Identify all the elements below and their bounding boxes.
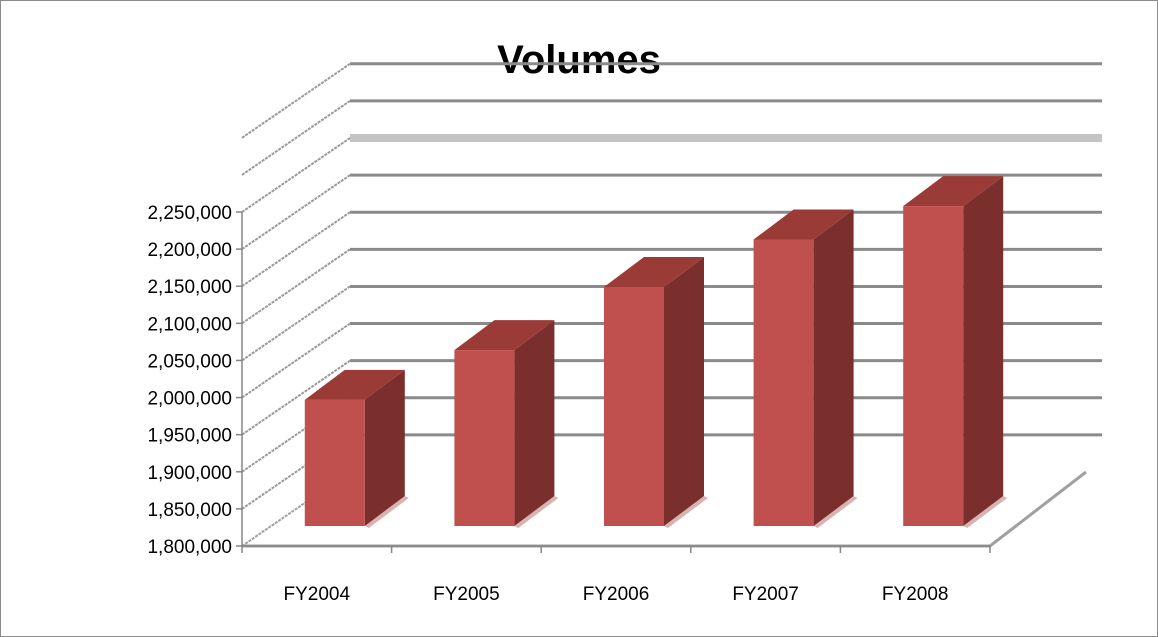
- x-tick-label: FY2007: [732, 584, 799, 605]
- bar: [903, 176, 1008, 528]
- y-tick-label: 2,100,000: [147, 314, 232, 335]
- bar-front: [604, 287, 664, 526]
- bar-shadow: [514, 496, 559, 528]
- y-tick-label: 1,850,000: [147, 500, 232, 521]
- bar-top: [604, 257, 704, 288]
- bar-side: [963, 176, 1004, 526]
- bar-shadow: [963, 496, 1008, 528]
- side-gridline: [241, 211, 351, 288]
- bar-shadow: [664, 496, 708, 528]
- bar-top: [903, 176, 1004, 207]
- side-gridline: [241, 62, 351, 139]
- bar-top: [454, 320, 555, 351]
- bar-shadow: [364, 496, 409, 528]
- y-tick-label: 2,000,000: [147, 389, 232, 410]
- bar-front: [753, 239, 814, 526]
- bar: [304, 369, 409, 528]
- bar-front: [903, 206, 964, 526]
- bar-top: [304, 369, 405, 400]
- side-gridline: [241, 285, 351, 362]
- bar-front: [454, 350, 515, 526]
- side-gridline: [241, 100, 351, 176]
- x-axis: FY2004 FY2005 FY2006 FY2007 FY2008: [241, 545, 991, 605]
- y-tick-label: 1,800,000: [147, 537, 232, 558]
- x-tick-label: FY2005: [433, 584, 500, 605]
- chart-title: Volumes: [497, 38, 661, 82]
- bar-side: [364, 369, 405, 526]
- bar-side: [664, 257, 704, 526]
- x-tick-label: FY2006: [583, 584, 650, 605]
- side-gridline: [241, 359, 351, 436]
- bar-top: [753, 209, 854, 240]
- y-tick-label: 1,900,000: [147, 463, 232, 484]
- bar: [604, 257, 708, 528]
- side-gridline: [241, 174, 351, 250]
- x-tick-label: FY2004: [284, 584, 351, 605]
- side-gridline: [241, 322, 351, 399]
- y-tick-label: 2,050,000: [147, 351, 232, 372]
- y-tick-label: 1,950,000: [147, 426, 232, 447]
- y-tick-label: 2,250,000: [147, 203, 232, 224]
- bar: [454, 320, 559, 528]
- side-gridline: [241, 137, 351, 213]
- bar-front: [304, 399, 365, 526]
- x-tick-label: FY2008: [882, 584, 949, 605]
- bar-side: [813, 209, 854, 526]
- y-axis: 1,800,000 1,850,000 1,900,000 1,950,000 2,00…: [147, 203, 243, 558]
- side-gridline: [241, 248, 351, 325]
- y-tick-label: 2,150,000: [147, 277, 232, 298]
- bars: [304, 176, 1008, 528]
- bar-side: [514, 320, 555, 526]
- bar-shadow: [813, 496, 858, 528]
- y-tick-label: 2,200,000: [147, 240, 232, 261]
- bar: [753, 209, 858, 528]
